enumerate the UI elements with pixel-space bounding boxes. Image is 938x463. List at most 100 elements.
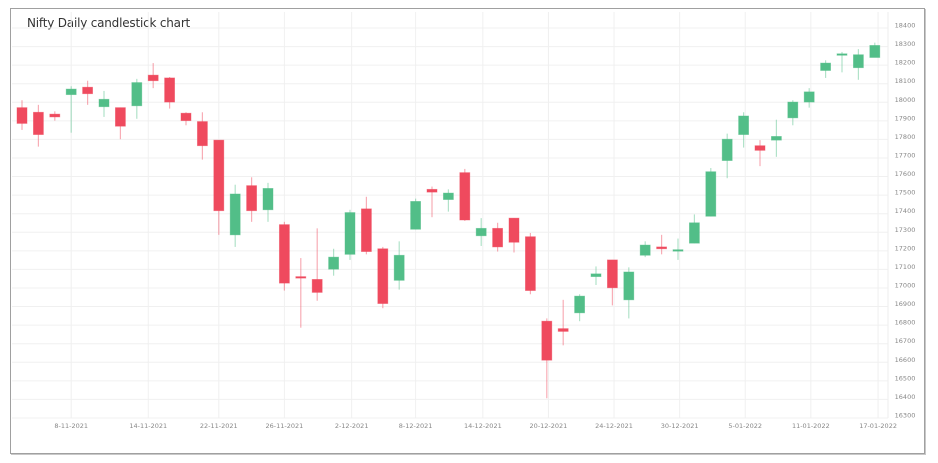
candle-body xyxy=(65,88,77,96)
candle-down[interactable] xyxy=(213,139,225,235)
candle-up[interactable] xyxy=(836,51,848,73)
y-tick-label: 16800 xyxy=(895,319,916,327)
candle-body xyxy=(771,136,782,141)
candle-up[interactable] xyxy=(771,119,782,157)
y-tick-label: 17400 xyxy=(895,207,916,215)
candle-up[interactable] xyxy=(475,218,487,246)
candle-up[interactable] xyxy=(787,100,799,126)
candle-up[interactable] xyxy=(705,167,717,217)
candle-body xyxy=(459,172,471,221)
candle-down[interactable] xyxy=(754,140,766,167)
candle-down[interactable] xyxy=(16,100,28,130)
candle-up[interactable] xyxy=(869,42,881,58)
candle-body xyxy=(295,276,307,279)
candle-up[interactable] xyxy=(803,88,815,108)
candle-down[interactable] xyxy=(311,228,323,301)
candle-body xyxy=(869,45,881,58)
candle-body xyxy=(508,217,520,243)
candle-body xyxy=(377,248,389,304)
candle-body xyxy=(492,227,504,248)
y-tick-label: 18200 xyxy=(895,59,916,67)
candle-up[interactable] xyxy=(393,241,405,290)
candle-body xyxy=(164,77,176,103)
candle-down[interactable] xyxy=(541,318,553,399)
candle-down[interactable] xyxy=(246,177,258,222)
candle-body xyxy=(49,113,61,118)
candle-body xyxy=(115,107,126,127)
x-tick-label: 5-01-2022 xyxy=(728,422,762,430)
y-tick-label: 17900 xyxy=(895,114,916,122)
candle-body xyxy=(475,227,487,237)
candle-up[interactable] xyxy=(590,266,602,285)
candle-body xyxy=(426,188,438,193)
candle-body xyxy=(229,193,241,236)
x-tick-label: 26-11-2021 xyxy=(266,422,304,430)
candle-body xyxy=(33,111,44,135)
candle-up[interactable] xyxy=(442,189,454,212)
candle-down[interactable] xyxy=(164,76,176,109)
candle-body xyxy=(311,279,323,293)
candle-down[interactable] xyxy=(115,107,126,140)
candle-body xyxy=(754,145,766,151)
candle-up[interactable] xyxy=(689,214,700,244)
candle-down[interactable] xyxy=(557,299,569,346)
candle-down[interactable] xyxy=(180,112,192,126)
x-tick-label: 17-01-2022 xyxy=(859,422,897,430)
candle-up[interactable] xyxy=(721,133,733,179)
y-tick-label: 17300 xyxy=(895,226,916,234)
candle-up[interactable] xyxy=(131,78,143,119)
candle-down[interactable] xyxy=(656,234,667,255)
y-tick-label: 17000 xyxy=(895,281,916,289)
candles xyxy=(16,42,881,399)
candle-up[interactable] xyxy=(853,49,864,80)
candle-down[interactable] xyxy=(377,246,389,309)
grid-lines xyxy=(12,12,889,419)
y-tick-label: 18400 xyxy=(895,22,916,30)
candle-body xyxy=(278,224,290,284)
candle-up[interactable] xyxy=(328,248,340,276)
x-tick-label: 2-12-2021 xyxy=(335,422,369,430)
candle-body xyxy=(656,246,667,250)
candle-down[interactable] xyxy=(459,168,471,221)
candle-body xyxy=(82,86,93,95)
y-tick-label: 17800 xyxy=(895,133,916,141)
x-tick-label: 8-12-2021 xyxy=(399,422,433,430)
candle-up[interactable] xyxy=(820,60,831,78)
x-tick-label: 22-11-2021 xyxy=(200,422,238,430)
x-tick-label: 14-11-2021 xyxy=(129,422,167,430)
y-tick-label: 17700 xyxy=(895,151,916,159)
candle-up[interactable] xyxy=(229,184,241,247)
candle-down[interactable] xyxy=(33,104,44,147)
candle-down[interactable] xyxy=(525,232,536,295)
candle-body xyxy=(442,192,454,200)
candle-down[interactable] xyxy=(82,80,93,105)
candle-down[interactable] xyxy=(607,259,618,306)
candle-body xyxy=(360,208,372,252)
candle-up[interactable] xyxy=(623,267,635,319)
candle-down[interactable] xyxy=(508,217,520,253)
candle-down[interactable] xyxy=(426,186,438,218)
candle-body xyxy=(557,328,569,332)
candle-down[interactable] xyxy=(196,112,208,160)
candle-up[interactable] xyxy=(639,241,651,258)
candle-down[interactable] xyxy=(295,258,307,328)
candle-up[interactable] xyxy=(98,90,110,117)
candle-up[interactable] xyxy=(574,294,585,322)
candle-body xyxy=(689,222,700,244)
candle-up[interactable] xyxy=(738,112,749,148)
candle-down[interactable] xyxy=(492,222,504,252)
candle-down[interactable] xyxy=(278,221,290,291)
y-tick-label: 18000 xyxy=(895,96,916,104)
x-tick-label: 14-12-2021 xyxy=(464,422,502,430)
y-tick-label: 16500 xyxy=(895,374,916,382)
candle-up[interactable] xyxy=(672,238,684,260)
candle-up[interactable] xyxy=(410,198,422,230)
candle-down[interactable] xyxy=(147,63,159,89)
candle-up[interactable] xyxy=(262,182,274,222)
candle-up[interactable] xyxy=(65,86,77,133)
y-tick-label: 17600 xyxy=(895,170,916,178)
y-tick-label: 17200 xyxy=(895,244,916,252)
candle-up[interactable] xyxy=(344,209,356,260)
candle-down[interactable] xyxy=(360,196,372,255)
candle-down[interactable] xyxy=(49,111,61,121)
